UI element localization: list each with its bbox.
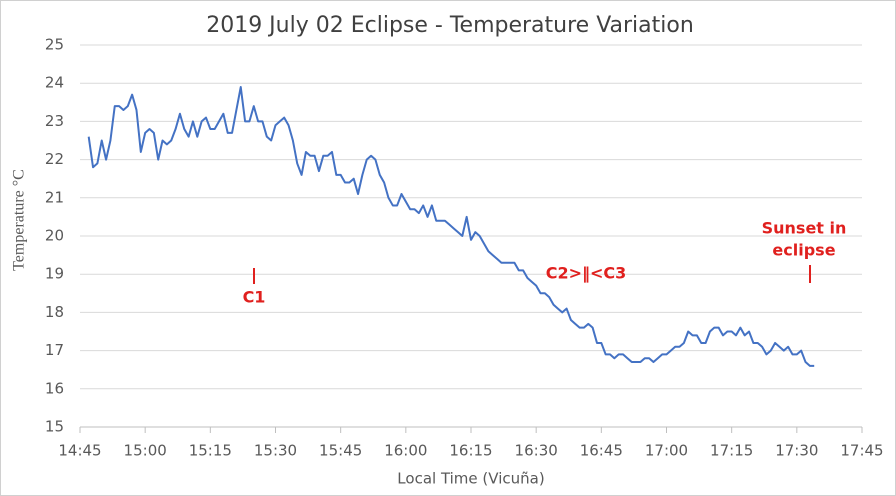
x-tick-label: 17:00 — [645, 442, 688, 460]
x-tick-label: 17:45 — [840, 442, 883, 460]
y-tick-label: 25 — [45, 36, 64, 54]
x-tick-label: 15:30 — [254, 442, 297, 460]
y-tick-label: 15 — [45, 418, 64, 436]
x-tick-label: 15:45 — [319, 442, 362, 460]
x-tick-label: 16:45 — [580, 442, 623, 460]
y-tick-label: 23 — [45, 112, 64, 130]
x-tick-label: 17:15 — [710, 442, 753, 460]
x-tick-label: 16:00 — [384, 442, 427, 460]
x-tick-label: 16:30 — [515, 442, 558, 460]
annotation: C2>‖<C3 — [546, 264, 627, 284]
y-tick-label: 22 — [45, 150, 64, 168]
x-tick-label: 16:15 — [449, 442, 492, 460]
y-tick-label: 18 — [45, 303, 64, 321]
y-tick-label: 21 — [45, 188, 64, 206]
x-axis-label: Local Time (Vicuña) — [397, 470, 544, 488]
y-axis-label: Temperature °C — [11, 169, 28, 271]
y-tick-label: 19 — [45, 265, 64, 283]
y-tick-label: 16 — [45, 379, 64, 397]
annotation: Sunset in — [762, 219, 847, 238]
annotation: C1 — [243, 288, 266, 307]
y-tick-label: 20 — [45, 227, 64, 245]
y-tick-label: 24 — [45, 74, 64, 92]
chart-title: 2019 July 02 Eclipse - Temperature Varia… — [206, 13, 694, 38]
x-tick-label: 15:15 — [189, 442, 232, 460]
annotation: eclipse — [772, 241, 835, 260]
x-tick-label: 14:45 — [58, 442, 101, 460]
y-tick-label: 17 — [45, 341, 64, 359]
data-line — [87, 86, 815, 367]
x-tick-label: 15:00 — [124, 442, 167, 460]
x-tick-label: 17:30 — [775, 442, 818, 460]
